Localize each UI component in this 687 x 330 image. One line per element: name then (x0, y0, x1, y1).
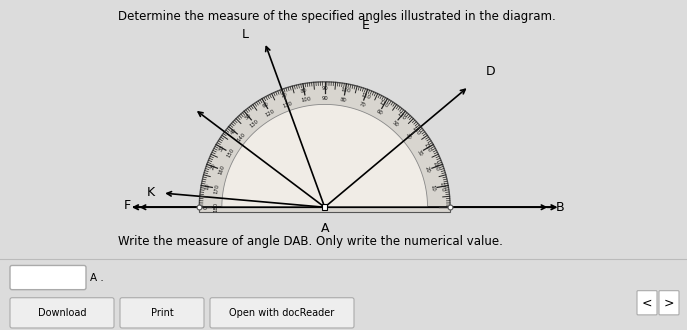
Text: 30: 30 (218, 144, 226, 152)
Text: 160: 160 (218, 164, 226, 176)
Text: 170: 170 (214, 183, 221, 194)
Text: L: L (243, 28, 249, 41)
Text: 80: 80 (340, 97, 348, 103)
Text: F: F (124, 200, 131, 213)
Text: Download: Download (38, 308, 87, 318)
FancyBboxPatch shape (637, 291, 657, 315)
FancyBboxPatch shape (659, 291, 679, 315)
Text: 60: 60 (375, 109, 383, 116)
Text: Open with docReader: Open with docReader (229, 308, 335, 318)
Text: 140: 140 (410, 126, 420, 137)
Polygon shape (199, 82, 450, 207)
Text: 130: 130 (249, 118, 260, 129)
Text: 120: 120 (264, 108, 275, 117)
Bar (322, 205, 328, 210)
Text: D: D (486, 65, 495, 78)
Text: 120: 120 (379, 100, 390, 109)
Text: 170: 170 (438, 181, 444, 192)
Text: 150: 150 (423, 142, 432, 154)
Text: 40: 40 (230, 127, 238, 135)
Text: 100: 100 (340, 87, 350, 94)
Text: 50: 50 (391, 119, 399, 128)
Text: Print: Print (150, 308, 173, 318)
Text: 70: 70 (358, 101, 366, 108)
FancyBboxPatch shape (10, 265, 86, 290)
Text: 100: 100 (300, 96, 311, 103)
Text: 10: 10 (205, 183, 211, 190)
Text: K: K (146, 186, 155, 199)
FancyBboxPatch shape (10, 298, 114, 328)
Text: 130: 130 (396, 111, 406, 121)
Text: >: > (664, 296, 674, 309)
Text: 90: 90 (322, 86, 328, 91)
Text: 10: 10 (429, 184, 435, 192)
Text: 150: 150 (225, 147, 235, 158)
Text: 20: 20 (210, 163, 217, 171)
Text: 180: 180 (213, 202, 218, 212)
Text: 60: 60 (261, 101, 269, 109)
Text: <: < (642, 296, 652, 309)
Text: 50: 50 (245, 113, 253, 120)
Text: Write the measure of angle DAB. Only write the numerical value.: Write the measure of angle DAB. Only wri… (117, 235, 503, 248)
Text: 110: 110 (359, 92, 371, 100)
Text: A .: A . (90, 273, 104, 282)
Text: B: B (556, 201, 565, 214)
Text: 140: 140 (236, 132, 246, 143)
Text: 110: 110 (282, 101, 293, 109)
Polygon shape (222, 104, 427, 207)
Text: 80: 80 (300, 87, 308, 94)
Text: A: A (320, 222, 329, 235)
Text: 70: 70 (280, 92, 288, 99)
Text: 90: 90 (322, 96, 328, 101)
Text: 30: 30 (416, 148, 423, 157)
Text: Determine the measure of the specified angles illustrated in the diagram.: Determine the measure of the specified a… (117, 10, 556, 23)
Text: 0: 0 (203, 206, 209, 209)
Text: 160: 160 (432, 161, 440, 172)
Text: 40: 40 (404, 133, 412, 141)
FancyBboxPatch shape (210, 298, 354, 328)
Text: E: E (362, 19, 370, 32)
Text: 20: 20 (424, 166, 431, 174)
FancyBboxPatch shape (120, 298, 204, 328)
Bar (199, 207, 450, 212)
